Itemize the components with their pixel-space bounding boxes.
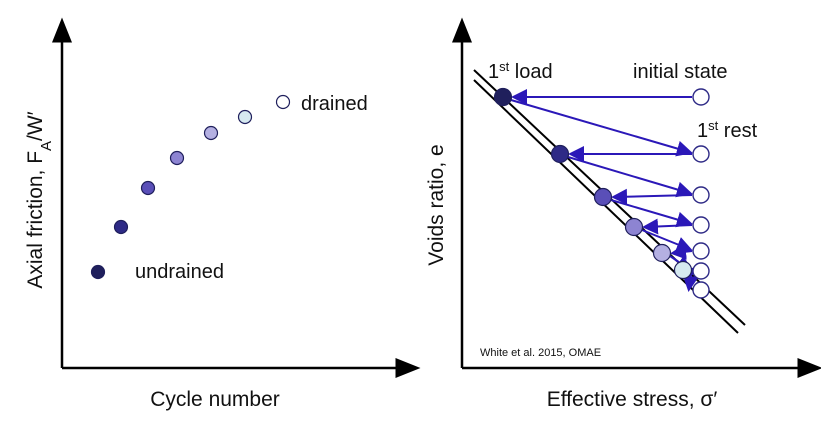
left-point-3 [140, 180, 156, 196]
label-first-rest: 1st rest [697, 118, 758, 143]
label-first-load: 1st load [488, 59, 553, 84]
left-points [90, 94, 291, 280]
arrow-rest-1 [510, 99, 693, 157]
loaded-point-4 [624, 217, 644, 237]
right-panel: Voids ratio, e Effective stress, σ′ 1st … [425, 17, 821, 411]
citation-text: White et al. 2015, OMAE [480, 347, 601, 359]
left-x-axis-title: Cycle number [150, 388, 280, 411]
rest-point-6 [692, 262, 710, 280]
arrow-load-4 [642, 218, 693, 235]
rest-point-7 [692, 281, 710, 299]
arrow-load-3 [611, 188, 693, 205]
arrow-rest-2 [567, 156, 693, 198]
left-panel: Axial friction, FA/W′ Cycle number drain… [24, 17, 421, 411]
arrow-rest-6 [682, 272, 699, 292]
rest-points [692, 88, 710, 299]
rest-point-5 [692, 242, 710, 260]
loaded-point-6 [673, 260, 693, 280]
left-y-axis-title: Axial friction, FA/W′ [24, 111, 55, 288]
arrow-load-5 [670, 243, 693, 260]
loaded-point-5 [652, 243, 672, 263]
left-point-7 [275, 94, 291, 110]
loaded-points [493, 87, 693, 280]
arrow-rest-3 [610, 199, 693, 228]
left-point-6 [237, 109, 253, 125]
left-point-1 [90, 264, 106, 280]
unloading-arrows [510, 89, 699, 292]
rest-point-2 [692, 145, 710, 163]
label-drained: drained [301, 93, 368, 115]
rest-point-1 [692, 88, 710, 106]
right-x-axis-title: Effective stress, σ′ [547, 388, 718, 411]
rest-point-3 [692, 186, 710, 204]
loaded-point-2 [550, 144, 570, 164]
left-point-5 [203, 125, 219, 141]
loaded-point-3 [593, 187, 613, 207]
left-point-2 [113, 219, 129, 235]
rest-point-4 [692, 216, 710, 234]
right-y-axis-title: Voids ratio, e [425, 144, 448, 265]
label-undrained: undrained [135, 261, 224, 283]
left-point-4 [169, 150, 185, 166]
loaded-point-1 [493, 87, 513, 107]
label-initial-state: initial state [633, 61, 728, 83]
